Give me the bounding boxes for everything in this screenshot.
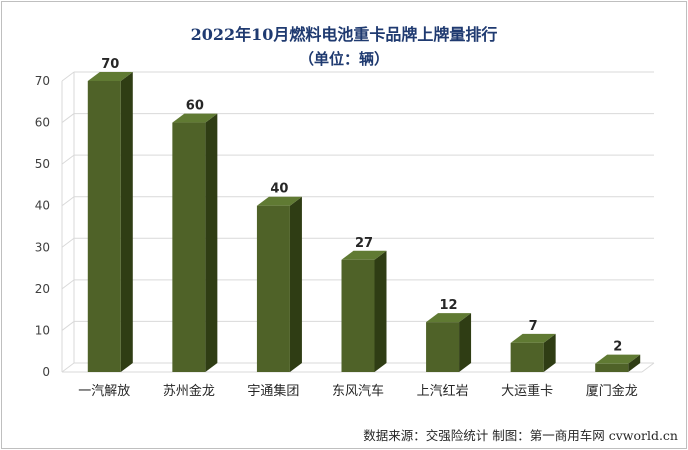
gridline-depth	[61, 362, 75, 373]
x-tick-label: 一汽解放	[78, 384, 130, 399]
y-tick-label: 20	[35, 282, 50, 296]
data-label: 40	[270, 182, 288, 197]
y-tick-label: 40	[35, 199, 50, 213]
bar	[595, 363, 629, 372]
data-label: 2	[613, 340, 622, 355]
data-label: 12	[440, 298, 458, 313]
chart-subtitle: （单位：辆）	[299, 50, 389, 68]
x-tick-label: 苏州金龙	[163, 383, 215, 399]
x-tick-label: 厦门金龙	[586, 383, 638, 399]
bar	[341, 259, 375, 372]
gridline-depth	[61, 71, 75, 82]
y-axis: 0 10 20 30 40 50 60 70	[35, 74, 50, 379]
bar-side	[120, 72, 133, 372]
data-label: 60	[186, 99, 204, 114]
data-label: 27	[355, 236, 373, 251]
bar-top	[426, 313, 472, 323]
y-tick-label: 0	[42, 365, 50, 379]
chart-title: 2022年10月燃料电池重卡品牌上牌量排行	[191, 25, 498, 44]
bar-top	[510, 333, 556, 343]
y-tick-label: 60	[35, 116, 50, 130]
gridline-depth	[61, 154, 75, 165]
bar-side	[459, 313, 472, 372]
bar	[87, 81, 121, 372]
x-tick-label: 宇通集团	[247, 383, 299, 399]
bar-side	[374, 250, 387, 372]
bar	[510, 342, 544, 372]
bar-top	[256, 196, 302, 206]
source-note: 数据来源：交强险统计 制图：第一商用车网 cvworld.cn	[363, 428, 678, 443]
bar-side	[628, 354, 641, 372]
gridline-depth	[61, 279, 75, 290]
bar-side	[289, 196, 302, 372]
data-labels: 70 60 40 27 12 7 2	[101, 57, 622, 355]
bar-top	[172, 113, 218, 123]
bar	[256, 205, 290, 372]
y-tick-label: 50	[35, 157, 50, 171]
x-tick-label: 东风汽车	[332, 383, 384, 399]
bar-top	[595, 354, 641, 364]
bar-side	[205, 113, 218, 373]
bar	[172, 122, 206, 372]
data-label: 7	[529, 319, 538, 334]
gridline-depth	[61, 196, 75, 207]
bar	[426, 322, 460, 372]
x-tick-label: 大运重卡	[501, 383, 553, 399]
gridline-depth	[61, 321, 75, 331]
bars	[87, 72, 641, 373]
gridline-depth	[61, 237, 75, 248]
bar-top	[87, 72, 133, 81]
x-tick-label: 上汽红岩	[417, 383, 469, 399]
gridline-depth	[61, 113, 75, 123]
bar-top	[341, 250, 387, 260]
floor-edge-depth	[641, 362, 655, 373]
y-tick-label: 70	[35, 74, 50, 88]
y-tick-label: 10	[35, 323, 50, 337]
bar-side	[543, 333, 556, 372]
x-axis-labels: 一汽解放 苏州金龙 宇通集团 东风汽车 上汽红岩 大运重卡 厦门金龙	[78, 383, 637, 399]
y-tick-label: 30	[35, 240, 50, 254]
data-label: 70	[101, 57, 119, 72]
